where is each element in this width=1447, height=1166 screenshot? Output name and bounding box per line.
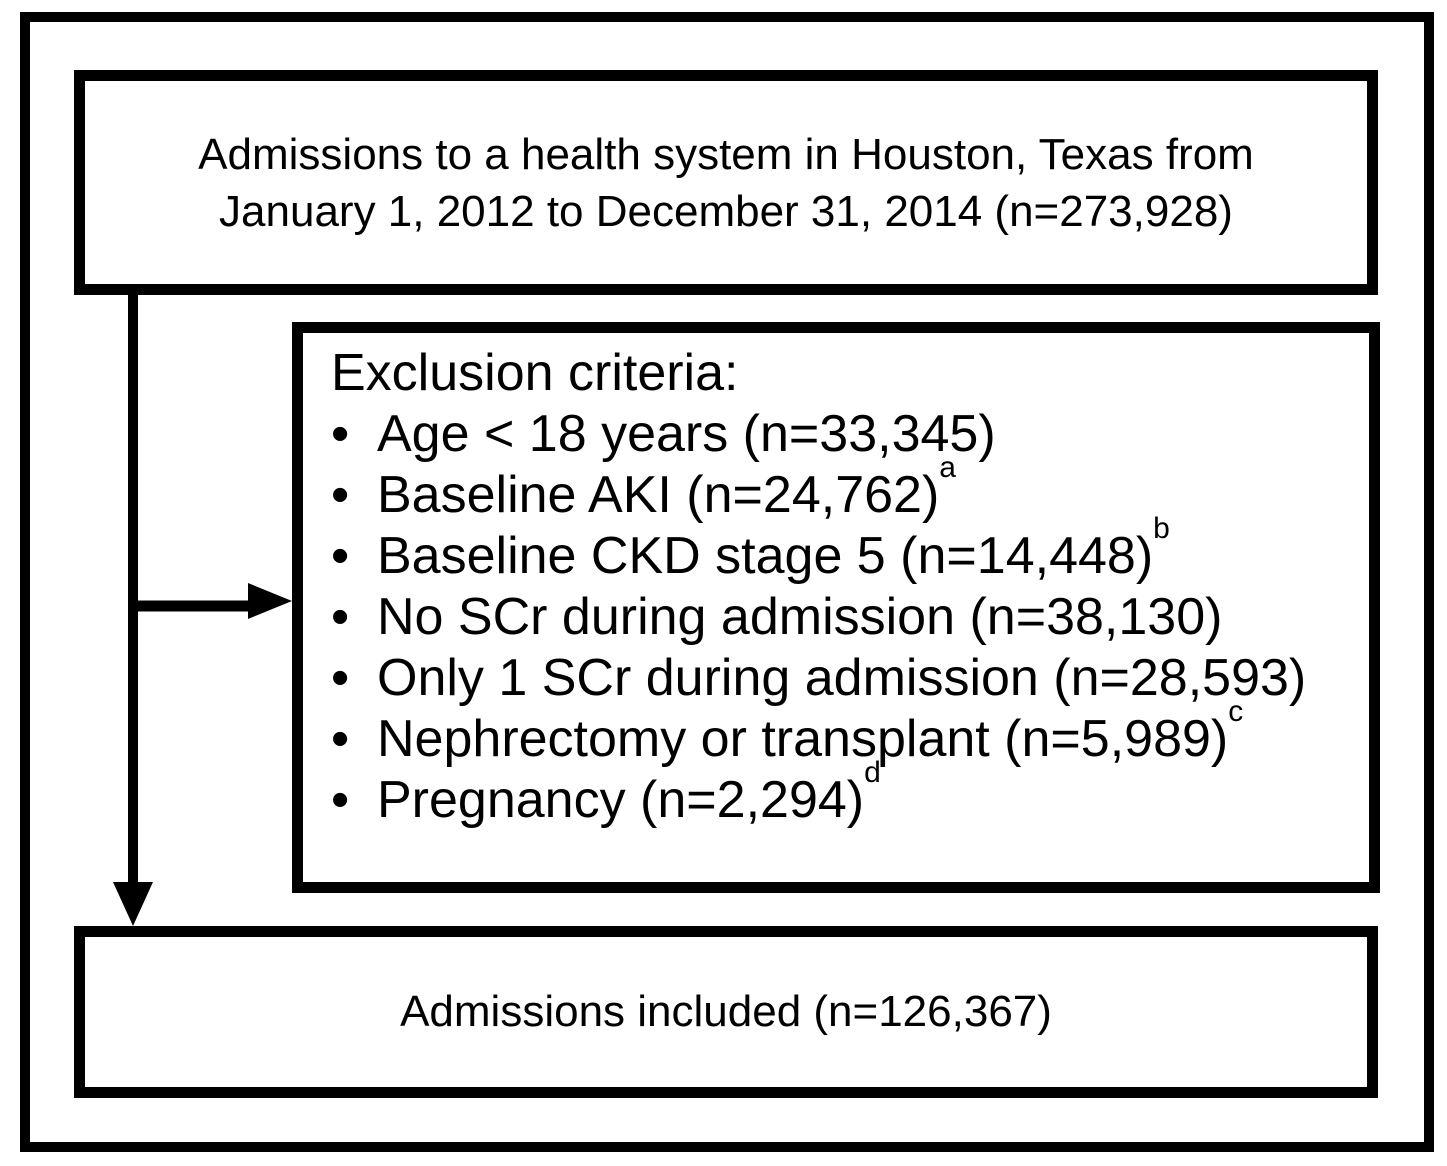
source-admissions-box: Admissions to a health system in Houston… bbox=[74, 70, 1378, 295]
superscript-note: b bbox=[1153, 512, 1170, 546]
exclusion-item-text: No SCr during admission (n=38,130) bbox=[377, 587, 1222, 648]
exclusion-item: • Baseline CKD stage 5 (n=14,448)b bbox=[331, 514, 1361, 587]
exclusion-item: • Pregnancy (n=2,294)d bbox=[331, 758, 1361, 831]
exclusion-item-label: Pregnancy (n=2,294) bbox=[377, 771, 865, 829]
bullet-icon: • bbox=[331, 588, 350, 646]
exclusion-item-label: No SCr during admission (n=38,130) bbox=[377, 588, 1223, 646]
bullet-icon: • bbox=[331, 649, 350, 707]
bullet-icon: • bbox=[331, 710, 350, 768]
exclusion-item-text: Age < 18 years (n=33,345) bbox=[377, 404, 996, 465]
exclusion-item-label: Nephrectomy or transplant (n=5,989) bbox=[377, 710, 1229, 768]
exclusion-item: • Nephrectomy or transplant (n=5,989)c bbox=[331, 697, 1361, 770]
exclusion-item-text: Only 1 SCr during admission (n=28,593) bbox=[377, 648, 1306, 709]
exclusion-heading: Exclusion criteria: bbox=[331, 344, 739, 402]
exclusion-item: • Age < 18 years (n=33,345) bbox=[331, 404, 1361, 465]
superscript-note: a bbox=[939, 451, 956, 485]
exclusion-item: • Only 1 SCr during admission (n=28,593) bbox=[331, 648, 1361, 709]
exclusion-item-text: Baseline AKI (n=24,762)a bbox=[377, 453, 956, 526]
included-admissions-box: Admissions included (n=126,367) bbox=[74, 926, 1378, 1098]
exclusion-item-text: Baseline CKD stage 5 (n=14,448)b bbox=[377, 514, 1170, 587]
flow-connectors bbox=[113, 290, 292, 926]
exclusion-item: • Baseline AKI (n=24,762)a bbox=[331, 453, 1361, 526]
source-box-line2: January 1, 2012 to December 31, 2014 (n=… bbox=[219, 186, 1233, 236]
outer-border-frame bbox=[20, 12, 1434, 1152]
included-box-text: Admissions included (n=126,367) bbox=[400, 987, 1052, 1036]
arrow-right-to-exclusions-icon bbox=[128, 583, 292, 619]
exclusion-item-label: Baseline CKD stage 5 (n=14,448) bbox=[377, 527, 1154, 585]
superscript-note: d bbox=[864, 756, 881, 790]
bullet-icon: • bbox=[331, 771, 350, 829]
exclusion-item-label: Only 1 SCr during admission (n=28,593) bbox=[377, 649, 1307, 707]
exclusion-item: • No SCr during admission (n=38,130) bbox=[331, 587, 1361, 648]
arrow-down-to-included-icon bbox=[113, 290, 153, 926]
bullet-icon: • bbox=[331, 527, 350, 585]
exclusion-item-label: Age < 18 years (n=33,345) bbox=[377, 405, 996, 463]
bullet-icon: • bbox=[331, 405, 350, 463]
bullet-icon: • bbox=[331, 466, 350, 524]
exclusion-item-text: Nephrectomy or transplant (n=5,989)c bbox=[377, 697, 1243, 770]
superscript-note: c bbox=[1228, 695, 1244, 729]
exclusion-item-label: Baseline AKI (n=24,762) bbox=[377, 466, 940, 524]
source-box-line1: Admissions to a health system in Houston… bbox=[198, 129, 1254, 179]
exclusion-item-text: Pregnancy (n=2,294)d bbox=[377, 758, 881, 831]
exclusion-criteria-box: Exclusion criteria: • Age < 18 years (n=… bbox=[292, 322, 1380, 893]
